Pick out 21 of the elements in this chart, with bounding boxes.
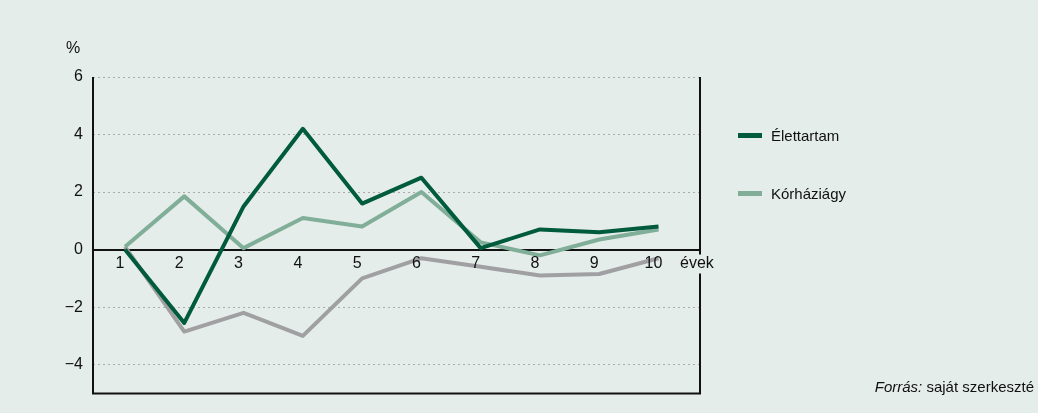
x-axis-title: évek — [680, 253, 715, 271]
y-tick-label: 6 — [74, 67, 84, 85]
y-tick-label: 0 — [74, 239, 84, 257]
y-tick-label: −2 — [64, 297, 84, 315]
legend-label: Élettartam — [771, 126, 840, 144]
legend-label: Kórháziágy — [771, 184, 847, 202]
text: Forrás: saját szerkeszté — [874, 378, 1034, 395]
x-tick-label: 5 — [352, 253, 362, 271]
x-tick-label: 3 — [234, 253, 244, 271]
x-tick-label: 7 — [471, 253, 481, 271]
y-tick-label: −4 — [64, 355, 84, 373]
x-tick-label: 9 — [589, 253, 599, 271]
x-tick-label: 8 — [530, 253, 540, 271]
x-tick-label: 10 — [644, 253, 663, 271]
y-tick-label: 2 — [74, 182, 84, 200]
x-tick-label: 1 — [115, 253, 125, 271]
x-tick-label: 4 — [293, 253, 303, 271]
x-tick-label: 2 — [174, 253, 184, 271]
y-axis-title: % — [65, 39, 81, 57]
x-tick-label: 6 — [411, 253, 421, 271]
y-tick-label: 4 — [74, 124, 84, 142]
